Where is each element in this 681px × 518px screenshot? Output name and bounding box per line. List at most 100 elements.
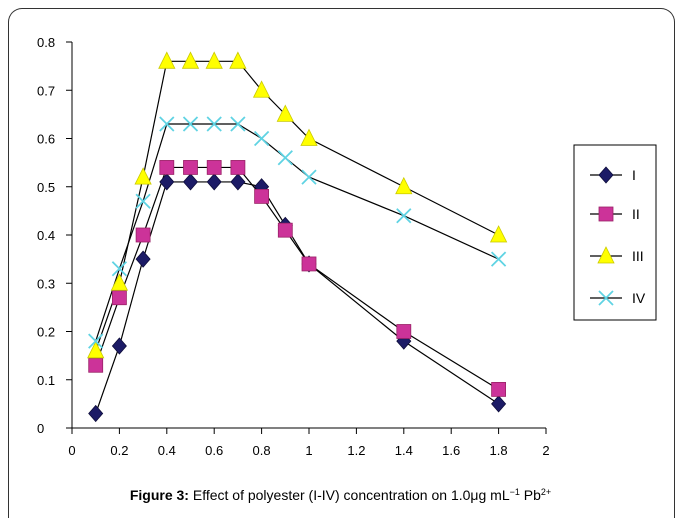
chart-svg: 0 0.1 0.2 0.3 0.4 0.5 0.6 0.7 0.8 0 0.2 0.4 0.6 0.8 1 1… [37,35,657,458]
series-line-iii [95,60,499,351]
data-point-iv-2 [135,193,151,209]
data-point-iv-5 [206,116,222,132]
legend-label-i: I [632,167,636,183]
data-point-iv-11 [490,251,507,267]
y-tick-label: 0.1 [37,373,55,388]
data-point-ii-2 [135,227,151,243]
data-point-iii-11 [489,225,508,243]
data-point-iv-5-stroke [206,116,222,132]
data-point-iv-3 [159,116,175,132]
legend-marker-i [598,166,614,184]
legend-marker-ii [598,206,614,222]
data-point-iii-2 [134,167,152,185]
data-point-i-1 [111,337,127,355]
legend-marker-iv-stroke [598,290,614,306]
data-point-iv-1 [111,261,128,277]
data-point-iv-1-stroke [111,261,128,277]
data-point-iv-8-stroke [277,150,293,166]
data-point-ii-3 [159,160,175,175]
data-point-iv-6 [230,116,246,132]
data-point-iii-7 [252,80,271,98]
caption-sup-2: 2+ [540,487,552,497]
legend-label-iii: III [632,248,644,264]
y-tick-label: 0 [37,421,44,436]
data-point-i-4 [182,173,199,191]
caption-label: Figure 3: [129,487,189,503]
series-markers-ii [88,160,507,397]
data-point-iv-4 [182,116,199,132]
data-point-i-6 [230,173,246,191]
data-point-iii-3 [158,51,176,69]
caption-text-2: Pb [519,487,541,503]
data-point-iv-6-stroke [230,116,246,132]
x-tick-label: 1.6 [442,443,460,458]
data-point-iii-8 [276,104,294,122]
data-point-iv-7 [253,130,270,147]
x-tick-label: 1.2 [347,443,365,458]
data-point-i-0 [88,404,104,423]
series-line-i [95,181,499,414]
data-point-ii-6 [230,160,246,175]
data-point-ii-7 [254,188,270,204]
series-line-ii [95,166,499,390]
x-tick-label: 0.4 [158,443,176,458]
figure-frame [8,8,675,518]
series-markers-iii [87,51,508,359]
x-tick-label: 1.8 [490,443,508,458]
data-point-ii-5 [206,160,222,175]
data-point-iii-1 [110,273,129,291]
y-tick-label: 0.8 [37,35,55,50]
legend-box [573,144,657,321]
data-point-iii-0 [87,340,105,359]
data-point-i-11 [491,395,507,413]
y-tick-label: 0.6 [37,132,55,147]
data-point-ii-8 [277,222,293,238]
x-tick-label: 0.8 [253,443,271,458]
data-point-iv-10-stroke [396,208,412,224]
series-markers-iv [88,116,507,349]
data-point-iv-8 [277,150,293,166]
data-point-i-2 [135,250,151,268]
y-tick-label: 0.7 [37,83,55,98]
data-point-iv-11-stroke [490,251,507,267]
data-point-ii-0 [88,357,104,373]
x-tick-label: 0.2 [110,443,128,458]
data-point-i-5 [206,173,222,191]
legend-marker-iv [598,290,614,306]
x-tick-label: 0 [68,443,75,458]
x-tick-label: 2 [542,443,549,458]
data-point-iv-10 [396,208,412,224]
caption-sup-1: −1 [509,487,520,497]
data-point-iv-9 [301,169,317,185]
series-line-iv [95,123,499,342]
data-point-ii-1 [112,290,127,306]
data-point-iii-4 [181,51,200,69]
legend-marker-iii [597,246,615,264]
legend-label-ii: II [632,206,640,222]
data-point-iii-9 [300,128,318,146]
y-tick-label: 0.3 [37,276,55,291]
x-tick-label: 0.6 [205,443,223,458]
y-tick-label: 0.5 [37,180,55,195]
data-point-iv-7-stroke [253,130,270,147]
caption-text: Effect of polyester (I-IV) concentration… [188,487,510,503]
data-point-iv-2-stroke [135,193,151,209]
y-tick-label: 0.2 [37,325,55,340]
data-point-iv-3-stroke [159,116,175,132]
y-tick-label: 0.4 [37,228,55,243]
data-point-iv-9-stroke [301,169,317,185]
x-tick-label: 1 [305,443,312,458]
data-point-i-3 [159,173,175,191]
data-point-iv-0 [88,333,104,349]
x-tick-label: 1.4 [395,443,413,458]
figure-caption: Figure 3: Effect of polyester (I-IV) con… [0,487,681,503]
data-point-iii-6 [229,51,247,69]
legend-label-iv: IV [632,290,646,306]
data-point-iv-4-stroke [182,116,199,132]
data-point-iii-5 [205,51,223,69]
data-point-ii-9 [301,256,317,272]
data-point-ii-4 [183,160,198,175]
data-point-iv-0-stroke [88,333,104,349]
data-point-iii-10 [395,176,413,195]
